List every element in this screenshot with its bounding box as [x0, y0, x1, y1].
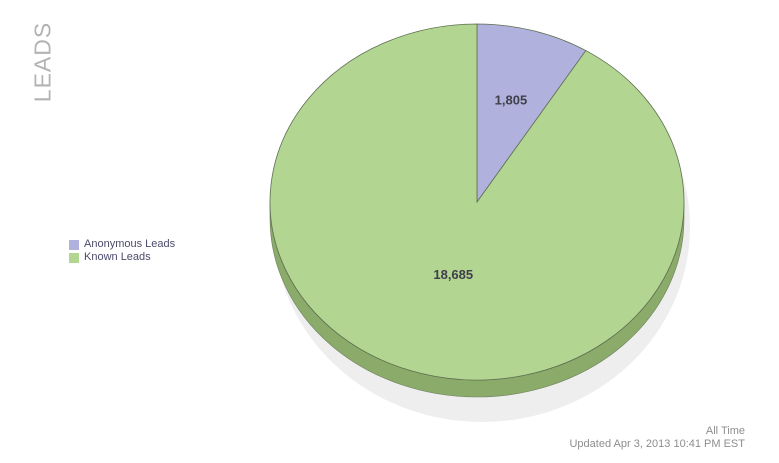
pie-slice-known-leads[interactable] — [269, 23, 685, 381]
time-range-label: All Time — [705, 425, 745, 437]
pie-slice-anonymous-leads[interactable] — [476, 23, 587, 204]
footer: All Time Updated Apr 3, 2013 10:41 PM ES… — [569, 425, 745, 451]
legend-swatch — [69, 239, 79, 250]
slice-value-label: 1,805 — [495, 92, 528, 107]
legend: Anonymous Leads Known Leads — [69, 238, 175, 264]
slice-value-label: 18,685 — [433, 267, 473, 282]
pie-labels: 1,805 18,685 — [433, 92, 527, 282]
updated-timestamp: Updated Apr 3, 2013 10:41 PM EST — [569, 438, 745, 450]
legend-item-known-leads[interactable]: Known Leads — [69, 251, 175, 264]
legend-item-anonymous-leads[interactable]: Anonymous Leads — [69, 238, 175, 251]
legend-label: Anonymous Leads — [84, 238, 176, 250]
legend-swatch — [69, 252, 79, 263]
pie-top — [269, 23, 685, 381]
legend-label: Known Leads — [84, 251, 151, 263]
